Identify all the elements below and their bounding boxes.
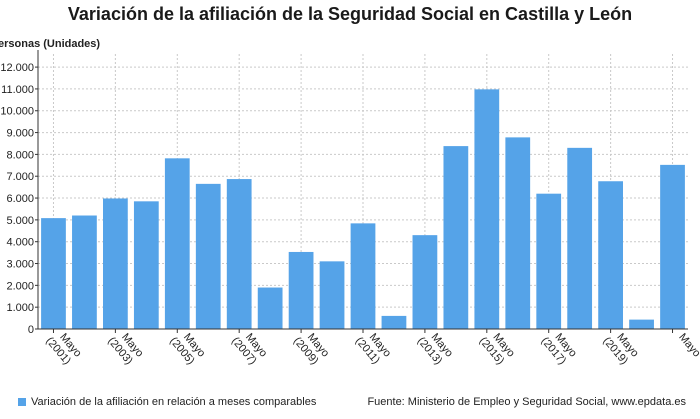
y-tick-label: 11.000 [1, 84, 34, 96]
bar [164, 158, 190, 329]
x-tick-labels: Mayo(2001) Mayo(2003) Mayo(2005) Mayo(2007)… [43, 329, 700, 367]
x-tick-label: Mayo(2013) [415, 331, 455, 367]
bar [474, 89, 500, 329]
y-tick-label: 1.000 [6, 302, 34, 314]
x-tick-label: Mayo(2011) [353, 331, 393, 366]
legend: Variación de la afiliación en relación a… [18, 396, 316, 408]
x-tick-label: Mayo(2001) [43, 331, 83, 367]
y-tick-label: 2.000 [6, 280, 34, 292]
x-tick-label: Mayo(2015) [477, 331, 517, 367]
bar [319, 261, 345, 329]
bar [567, 147, 593, 329]
bar [629, 319, 654, 329]
y-tick-label: 5.000 [6, 215, 34, 227]
x-tick-label: Mayo(2005) [167, 331, 207, 367]
y-tick-label: 12.000 [0, 62, 34, 74]
y-tick-label: 10.000 [0, 106, 34, 118]
chart-title: Variación de la afiliación de la Segurid… [67, 4, 633, 24]
bar [505, 137, 531, 329]
y-tick-label: 8.000 [6, 149, 34, 161]
y-tick-label: 7.000 [6, 171, 34, 183]
bar [133, 201, 159, 329]
source-note: Fuente: Ministerio de Empleo y Seguridad… [367, 396, 686, 408]
bar [41, 218, 66, 329]
x-tick-label: Mayo(2009) [291, 331, 331, 367]
y-tick-label: 4.000 [6, 237, 34, 249]
x-tick-label: Mayo [676, 331, 700, 359]
x-tick-label: Mayo(2017) [539, 331, 579, 367]
y-tick-labels: 0 1.000 2.000 3.000 4.000 5.000 6.000 7.000 8.00… [0, 62, 38, 336]
bar [536, 193, 562, 329]
y-tick-label: 9.000 [6, 128, 34, 140]
bar [72, 215, 97, 329]
bar [103, 198, 128, 329]
bar [598, 181, 623, 329]
bar [443, 146, 469, 329]
bars-group [41, 89, 685, 329]
x-tick-label: Mayo(2019) [601, 331, 641, 367]
bar [226, 179, 252, 329]
x-tick-label: Mayo(2003) [105, 331, 145, 367]
y-axis-label: ersonas (Unidades) [0, 38, 101, 50]
legend-swatch [18, 398, 26, 406]
bar [195, 183, 221, 329]
legend-label: Variación de la afiliación en relación a… [31, 396, 317, 408]
y-tick-label: 3.000 [6, 259, 34, 271]
bar [350, 223, 376, 329]
bar [412, 235, 438, 329]
y-tick-label: 0 [28, 324, 34, 336]
bar [288, 251, 314, 329]
bar [257, 287, 283, 329]
bar [660, 164, 685, 329]
x-tick-label-line1: Mayo [676, 331, 700, 359]
y-tick-label: 6.000 [6, 193, 34, 205]
bar [381, 315, 407, 329]
x-tick-label: Mayo(2007) [229, 331, 269, 367]
